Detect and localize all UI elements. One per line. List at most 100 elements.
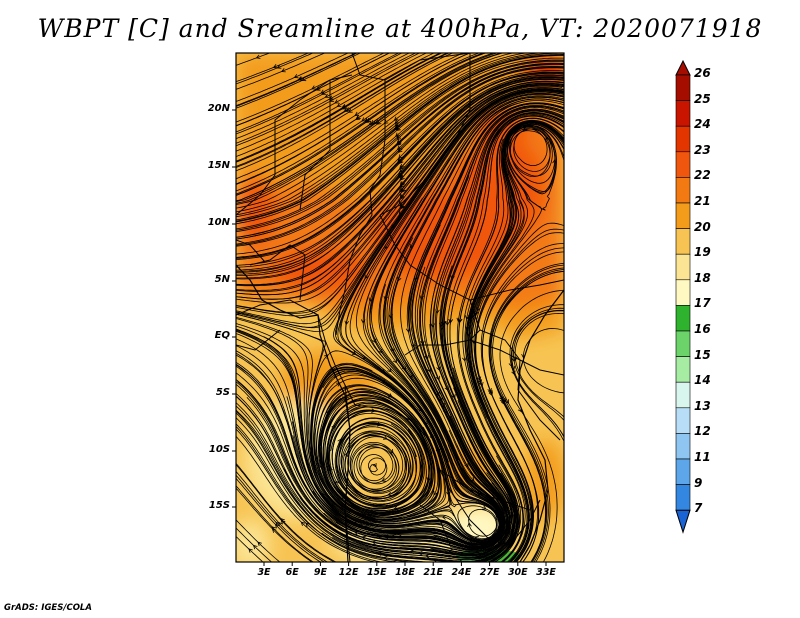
streamline-arrow xyxy=(387,491,392,497)
streamline-arrow xyxy=(387,367,392,373)
lon-tick-label: 9E xyxy=(313,567,327,578)
colorbar-label: 20 xyxy=(694,219,711,234)
lat-tick-label: 10N xyxy=(207,217,230,228)
streamline-arrow xyxy=(354,111,360,116)
streamline-arrow xyxy=(398,172,403,177)
streamline-arrow xyxy=(366,117,371,123)
lon-tick-label: 27E xyxy=(479,567,500,578)
streamline-arrow xyxy=(507,520,512,526)
colorbar-swatch xyxy=(675,458,691,485)
streamline xyxy=(442,112,564,562)
colorbar-swatch xyxy=(675,330,691,357)
colorbar-label: 18 xyxy=(694,270,711,285)
streamline-arrow xyxy=(511,357,516,363)
streamline-arrow xyxy=(435,375,440,381)
streamline-arrow xyxy=(522,126,528,131)
colorbar-label: 16 xyxy=(694,322,711,336)
colorbar-label: 12 xyxy=(694,424,711,439)
streamline-arrow xyxy=(336,102,342,107)
streamline-arrow xyxy=(470,477,475,482)
streamline-arrow xyxy=(465,326,470,332)
streamline xyxy=(471,122,564,562)
colorbar-swatch xyxy=(675,356,691,383)
streamline-arrow xyxy=(508,362,514,368)
streamline xyxy=(236,474,326,562)
streamline xyxy=(321,91,564,547)
streamline xyxy=(236,63,564,238)
streamline xyxy=(236,53,310,83)
colorbar-label: 7 xyxy=(694,501,703,516)
streamline-arrow xyxy=(424,355,429,360)
streamline xyxy=(236,85,564,300)
colorbar-label: 9 xyxy=(694,475,703,490)
streamline-arrow xyxy=(381,477,387,482)
lon-tick-label: 21E xyxy=(423,567,444,578)
streamline-arrow xyxy=(334,99,339,104)
chart-title: WBPT [C] and Sreamline at 400hPa, VT: 20… xyxy=(37,14,763,43)
streamline-arrow xyxy=(387,393,393,398)
streamline-arrow xyxy=(399,204,405,210)
streamline-arrow xyxy=(396,140,401,145)
streamline xyxy=(466,120,553,562)
lat-tick-label: 10S xyxy=(208,444,230,455)
streamline xyxy=(462,138,526,562)
streamline xyxy=(236,376,517,561)
streamline-arrow xyxy=(278,521,283,527)
streamline-arrow xyxy=(300,521,306,527)
streamline-arrow xyxy=(499,396,504,401)
streamline xyxy=(236,367,519,562)
streamline-arrow xyxy=(345,107,351,112)
streamline xyxy=(513,310,564,421)
streamline xyxy=(236,135,503,549)
streamline xyxy=(480,243,564,562)
lon-tick-label: 24E xyxy=(451,567,472,578)
streamline xyxy=(236,53,564,218)
streamline-arrow xyxy=(400,187,405,192)
streamline-arrow xyxy=(361,117,366,122)
lon-tick-label: 3E xyxy=(257,567,271,578)
lon-tick-label: 33E xyxy=(536,567,556,578)
streamline-arrow xyxy=(320,89,326,94)
streamline-arrow xyxy=(297,76,303,81)
colorbar-label: 26 xyxy=(694,66,711,80)
streamline-arrow xyxy=(464,315,470,320)
streamline-arrow xyxy=(342,105,347,110)
colorbar-swatch xyxy=(675,74,691,101)
streamline-arrow xyxy=(347,108,353,113)
streamline-arrow xyxy=(441,515,447,520)
streamline-arrow xyxy=(457,318,463,324)
streamline-arrow xyxy=(394,121,400,127)
streamline-arrow xyxy=(293,74,299,79)
colorbar-swatch xyxy=(675,279,691,306)
streamline xyxy=(236,53,326,90)
streamline xyxy=(236,265,516,559)
coastline xyxy=(236,264,351,562)
colorbar-label: 17 xyxy=(694,296,711,311)
streamline-arrow xyxy=(343,107,349,112)
streamline-arrow xyxy=(372,462,377,468)
lon-tick-label: 6E xyxy=(285,567,299,578)
streamline-arrow xyxy=(356,115,361,120)
colorbar-swatch xyxy=(675,177,691,204)
lon-tick-label: 12E xyxy=(338,567,359,578)
streamline xyxy=(236,462,337,562)
colorbar-label: 24 xyxy=(694,117,711,132)
streamline-arrow xyxy=(400,163,405,169)
streamline xyxy=(236,53,358,107)
streamline-arrow xyxy=(275,521,280,527)
streamline-arrow xyxy=(397,159,403,164)
colorbar-swatch xyxy=(675,228,691,255)
streamline-arrow xyxy=(446,491,451,497)
streamline-arrow xyxy=(489,542,495,547)
streamline-arrow xyxy=(468,538,473,543)
streamline-arrow xyxy=(274,523,280,529)
streamline-arrow xyxy=(257,541,262,547)
colorbar-swatch xyxy=(675,381,691,409)
lat-tick-label: 15N xyxy=(207,160,230,171)
streamline-arrow xyxy=(445,321,450,326)
streamline xyxy=(236,77,564,272)
colorbar-label: 25 xyxy=(694,91,711,106)
streamline xyxy=(236,266,509,550)
streamline-arrow xyxy=(335,382,341,387)
